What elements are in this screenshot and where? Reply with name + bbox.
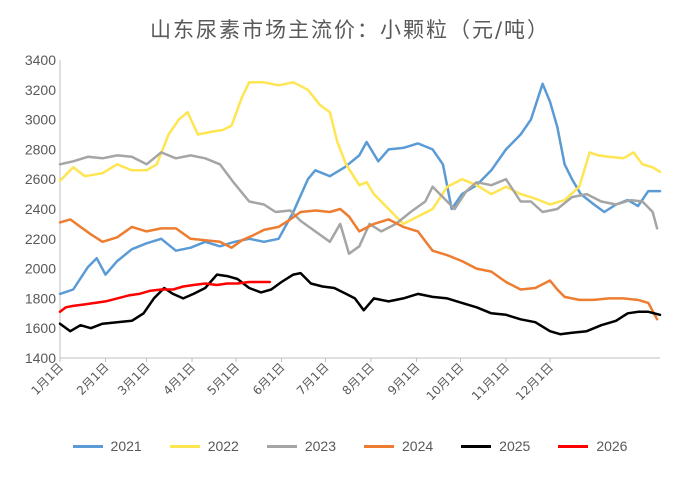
legend-label: 2021 bbox=[110, 438, 142, 454]
series-line-2026 bbox=[58, 280, 272, 314]
x-tick-label: 3月1日 bbox=[115, 360, 153, 398]
legend-label: 2026 bbox=[596, 438, 628, 454]
series-line-2024 bbox=[58, 207, 659, 321]
legend-item-2026: 2026 bbox=[558, 438, 627, 454]
x-tick-label: 5月1日 bbox=[204, 360, 242, 398]
y-tick-label: 1400 bbox=[25, 350, 56, 366]
series-line-2025 bbox=[58, 271, 662, 336]
y-tick-label: 3200 bbox=[25, 82, 56, 98]
legend-item-2024: 2024 bbox=[364, 438, 433, 454]
legend-label: 2024 bbox=[402, 438, 434, 454]
axes bbox=[59, 60, 660, 362]
y-tick-label: 1800 bbox=[25, 290, 56, 306]
y-tick-label: 3400 bbox=[25, 52, 56, 68]
y-tick-label: 1600 bbox=[25, 320, 56, 336]
x-tick-label: 2月1日 bbox=[74, 360, 112, 398]
legend-swatch bbox=[364, 444, 394, 448]
x-tick-label: 10月1日 bbox=[424, 360, 467, 403]
legend-item-2025: 2025 bbox=[461, 438, 530, 454]
legend-item-2022: 2022 bbox=[169, 438, 239, 454]
x-tick-label: 4月1日 bbox=[160, 360, 198, 398]
legend-item-2023: 2023 bbox=[266, 438, 336, 454]
x-tick-label: 9月1日 bbox=[385, 360, 423, 398]
x-tick-label: 6月1日 bbox=[250, 360, 288, 398]
series-layer bbox=[58, 81, 662, 336]
x-tick-label: 11月1日 bbox=[469, 360, 512, 403]
legend-label: 2023 bbox=[304, 438, 336, 454]
legend: 2021 2022 2023 2024 2025 2026 bbox=[0, 438, 700, 454]
series-line-2021 bbox=[58, 82, 662, 296]
legend-swatch bbox=[558, 444, 589, 448]
series-line-2022 bbox=[58, 81, 662, 226]
legend-label: 2025 bbox=[499, 438, 531, 454]
x-tick-label: 12月1日 bbox=[513, 360, 556, 403]
x-tick-label: 8月1日 bbox=[339, 360, 377, 398]
y-tick-label: 2200 bbox=[25, 231, 56, 247]
y-tick-label: 2600 bbox=[25, 171, 56, 187]
x-tick-label: 7月1日 bbox=[294, 360, 332, 398]
series-line-2023 bbox=[58, 151, 659, 255]
legend-swatch bbox=[72, 444, 103, 448]
y-tick-label: 3000 bbox=[25, 112, 56, 128]
tick-labels: 1400 1600 1800 2000 2200 2400 2600 2800 3000 3200… bbox=[25, 52, 556, 403]
chart-title: 山东尿素市场主流价：小颗粒（元/吨） bbox=[149, 18, 551, 42]
legend-item-2021: 2021 bbox=[72, 438, 142, 454]
legend-label: 2022 bbox=[207, 438, 239, 454]
legend-swatch bbox=[461, 444, 492, 448]
y-tick-label: 2000 bbox=[25, 261, 56, 277]
y-tick-label: 2800 bbox=[25, 141, 56, 157]
y-tick-label: 2400 bbox=[25, 201, 56, 217]
legend-swatch bbox=[169, 444, 200, 448]
legend-swatch bbox=[266, 444, 297, 448]
